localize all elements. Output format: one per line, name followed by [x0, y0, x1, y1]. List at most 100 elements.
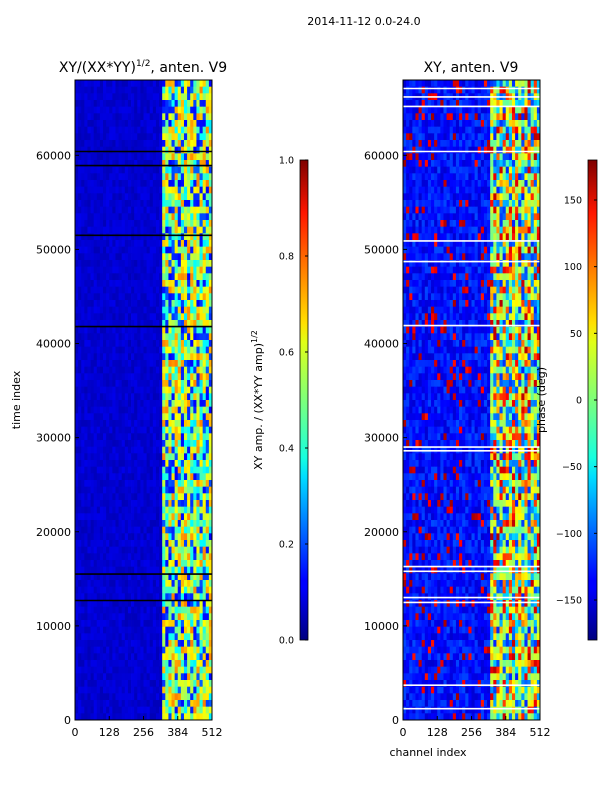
left-heat-cell	[140, 166, 144, 174]
left-heat-cell	[190, 86, 194, 94]
left-heat-cell	[118, 440, 123, 448]
left-heat-cell	[84, 260, 88, 268]
left-heat-cell	[183, 693, 188, 701]
left-heat-cell	[168, 620, 172, 628]
left-heat-cell	[193, 393, 197, 401]
left-heat-cell	[140, 86, 144, 94]
left-heat-cell	[171, 646, 176, 654]
left-heat-cell	[112, 353, 116, 361]
left-heat-cell	[137, 586, 141, 594]
left-heat-cell	[131, 373, 135, 381]
left-heat-cell	[159, 666, 163, 674]
right-heat-cell	[483, 140, 488, 148]
left-heat-cell	[208, 266, 213, 274]
right-heat-cell	[474, 146, 479, 154]
left-heat-cell	[87, 133, 91, 141]
left-heat-cell	[199, 360, 204, 368]
left-heat-cell	[112, 206, 116, 214]
left-heat-cell	[99, 153, 104, 161]
left-heat-cell	[152, 540, 157, 548]
left-heat-cell	[103, 686, 107, 694]
left-heat-cell	[171, 193, 176, 201]
left-heat-cell	[115, 673, 119, 681]
left-heat-cell	[183, 120, 188, 128]
left-heat-cell	[131, 366, 135, 374]
left-heat-cell	[193, 660, 197, 668]
left-heat-cell	[81, 133, 85, 141]
left-heat-cell	[208, 446, 213, 454]
left-heat-cell	[109, 673, 113, 681]
left-heat-cell	[81, 466, 85, 474]
left-heat-cell	[103, 200, 107, 208]
left-heat-cell	[193, 400, 197, 408]
left-heat-cell	[193, 460, 197, 468]
left-heat-cell	[202, 500, 207, 508]
left-heat-cell	[99, 86, 104, 94]
left-heat-cell	[127, 440, 132, 448]
left-heat-cell	[134, 626, 138, 634]
right-heat-cell	[440, 86, 444, 94]
left-heat-cell	[177, 126, 182, 134]
left-heat-cell	[171, 353, 176, 361]
right-heat-cell	[462, 106, 466, 114]
right-heat-cell	[483, 166, 488, 174]
left-heat-cell	[90, 593, 95, 601]
left-heat-cell	[109, 593, 113, 601]
left-heat-cell	[196, 100, 200, 108]
left-heat-cell	[96, 573, 101, 581]
left-heat-cell	[137, 446, 141, 454]
right-heat-cell	[427, 126, 432, 134]
left-heat-cell	[99, 493, 104, 501]
left-heat-cell	[177, 153, 182, 161]
left-heat-cell	[96, 480, 101, 488]
left-heat-cell	[124, 520, 129, 528]
left-heat-cell	[187, 253, 191, 261]
left-heat-cell	[140, 306, 144, 314]
left-heat-cell	[187, 160, 191, 168]
left-heat-cell	[193, 573, 197, 581]
left-heat-cell	[78, 246, 82, 254]
left-heat-cell	[152, 586, 157, 594]
left-heat-cell	[75, 220, 79, 228]
left-heat-cell	[78, 620, 82, 628]
left-heat-cell	[75, 606, 79, 614]
left-heat-cell	[140, 606, 144, 614]
right-heat-cell	[536, 180, 541, 188]
left-heat-cell	[183, 606, 188, 614]
left-heat-cell	[87, 613, 91, 621]
left-heat-cell	[155, 440, 160, 448]
left-heat-cell	[115, 220, 119, 228]
right-heat-cell	[452, 146, 457, 154]
left-heat-cell	[165, 686, 169, 694]
left-heat-cell	[149, 433, 154, 441]
left-heat-cell	[152, 346, 157, 354]
left-heat-cell	[137, 553, 141, 561]
left-heat-cell	[118, 386, 123, 394]
left-heat-cell	[190, 620, 194, 628]
left-heat-cell	[103, 693, 107, 701]
left-heat-cell	[174, 193, 179, 201]
left-heat-cell	[75, 393, 79, 401]
left-heat-cell	[199, 326, 204, 334]
left-heat-cell	[112, 380, 116, 388]
left-heat-cell	[202, 466, 207, 474]
left-heat-cell	[134, 493, 138, 501]
left-heat-cell	[149, 133, 154, 141]
right-heat-cell	[412, 153, 416, 161]
left-heat-cell	[134, 333, 138, 341]
left-heat-cell	[81, 266, 85, 274]
right-heat-cell	[499, 180, 504, 188]
left-heat-cell	[196, 253, 200, 261]
left-heat-cell	[196, 400, 200, 408]
right-heat-cell	[493, 80, 497, 88]
left-heat-cell	[208, 706, 213, 714]
left-heat-cell	[196, 553, 200, 561]
left-heat-cell	[183, 160, 188, 168]
left-heat-cell	[202, 320, 207, 328]
left-heat-cell	[155, 646, 160, 654]
left-heat-cell	[168, 626, 172, 634]
left-heat-cell	[187, 433, 191, 441]
left-heat-cell	[183, 386, 188, 394]
left-heat-cell	[177, 360, 182, 368]
left-heat-cell	[165, 280, 169, 288]
